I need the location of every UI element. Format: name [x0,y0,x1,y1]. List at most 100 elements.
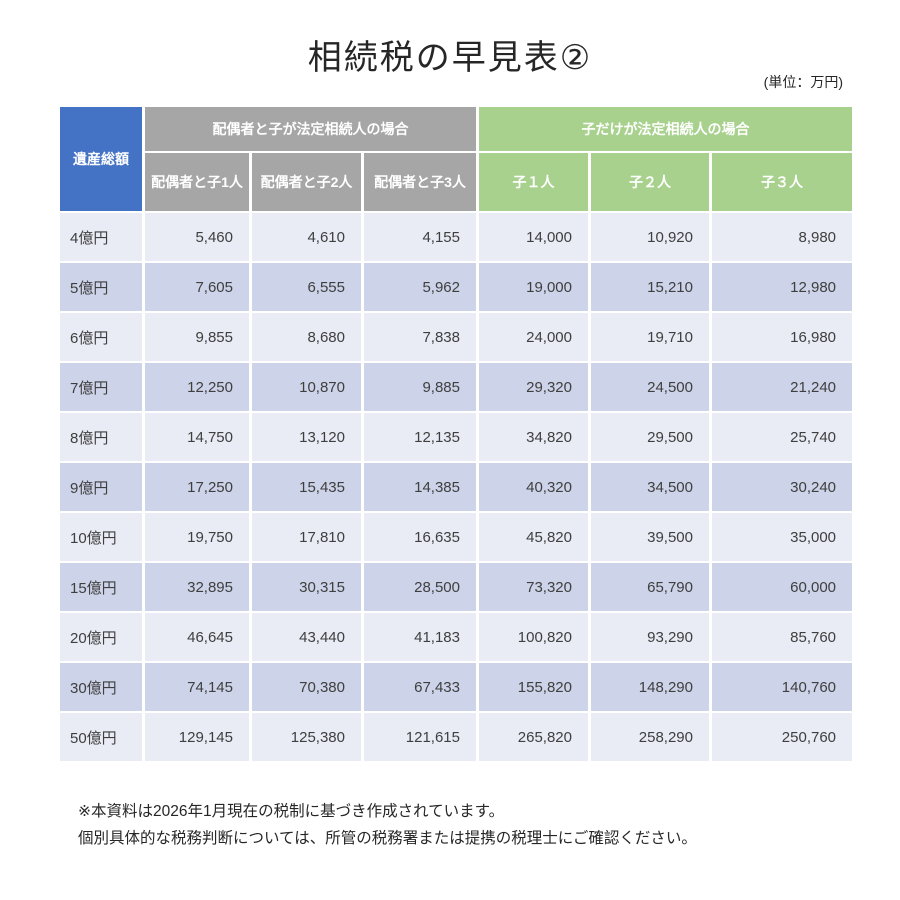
tax-amount-cell: 148,290 [591,663,709,711]
tax-amount-cell: 265,820 [479,713,588,761]
row-label-estate-total: 30億円 [60,663,142,711]
row-label-estate-total: 10億円 [60,513,142,561]
sub-header-spouse-2-children: 配偶者と子2人 [252,153,361,211]
footnotes: ※本資料は2026年1月現在の税制に基づき作成されています。 個別具体的な税務判… [78,798,697,852]
tax-amount-cell: 67,433 [364,663,476,711]
row-label-estate-total: 50億円 [60,713,142,761]
tax-amount-cell: 85,760 [712,613,853,661]
table-row: 20億円 46,645 43,440 41,183 100,820 93,290 85,76… [60,613,853,661]
sub-header-2-children: 子２人 [591,153,709,211]
tax-amount-cell: 12,980 [712,263,853,311]
tax-amount-cell: 28,500 [364,563,476,611]
footnote-line: ※本資料は2026年1月現在の税制に基づき作成されています。 [78,803,505,820]
tax-amount-cell: 4,610 [252,213,361,261]
tax-amount-cell: 19,000 [479,263,588,311]
tax-amount-cell: 6,555 [252,263,361,311]
inheritance-tax-table: 遺産総額 配偶者と子が法定相続人の場合 子だけが法定相続人の場合 配偶者と子1人… [57,105,855,763]
tax-amount-cell: 12,135 [364,413,476,461]
tax-amount-cell: 15,210 [591,263,709,311]
row-label-estate-total: 20億円 [60,613,142,661]
tax-amount-cell: 17,810 [252,513,361,561]
tax-amount-cell: 14,750 [145,413,249,461]
row-label-estate-total: 6億円 [60,313,142,361]
table-row: 8億円 14,750 13,120 12,135 34,820 29,500 25,740 [60,413,853,461]
tax-amount-cell: 125,380 [252,713,361,761]
tax-amount-cell: 34,820 [479,413,588,461]
table-row: 5億円 7,605 6,555 5,962 19,000 15,210 12,980 [60,263,853,311]
sub-header-spouse-3-children: 配偶者と子3人 [364,153,476,211]
page-title: 相続税の早見表② [307,39,593,77]
table-row: 30億円 74,145 70,380 67,433 155,820 148,290 140,… [60,663,853,711]
tax-amount-cell: 155,820 [479,663,588,711]
tax-amount-cell: 74,145 [145,663,249,711]
tax-amount-cell: 24,000 [479,313,588,361]
tax-amount-cell: 41,183 [364,613,476,661]
tax-amount-cell: 10,920 [591,213,709,261]
tax-amount-cell: 25,740 [712,413,853,461]
sub-header-3-children: 子３人 [712,153,853,211]
tax-amount-cell: 5,460 [145,213,249,261]
tax-amount-cell: 121,615 [364,713,476,761]
tax-amount-cell: 4,155 [364,213,476,261]
tax-amount-cell: 17,250 [145,463,249,511]
row-label-estate-total: 9億円 [60,463,142,511]
tax-amount-cell: 129,145 [145,713,249,761]
tax-amount-cell: 258,290 [591,713,709,761]
tax-amount-cell: 8,980 [712,213,853,261]
table-row: 15億円 32,895 30,315 28,500 73,320 65,790 60,000 [60,563,853,611]
tax-amount-cell: 14,385 [364,463,476,511]
tax-amount-cell: 250,760 [712,713,853,761]
tax-amount-cell: 5,962 [364,263,476,311]
table-row: 50億円 129,145 125,380 121,615 265,820 258,290 2… [60,713,853,761]
sub-header-1-child: 子１人 [479,153,588,211]
tax-amount-cell: 70,380 [252,663,361,711]
tax-amount-cell: 15,435 [252,463,361,511]
tax-amount-cell: 19,750 [145,513,249,561]
tax-amount-cell: 10,870 [252,363,361,411]
footnote-line: 個別具体的な税務判断については、所管の税務署または提携の税理士にご確認ください。 [78,830,697,848]
group-header-children-only: 子だけが法定相続人の場合 [479,107,853,151]
tax-amount-cell: 65,790 [591,563,709,611]
row-label-estate-total: 8億円 [60,413,142,461]
tax-amount-cell: 9,855 [145,313,249,361]
tax-amount-cell: 19,710 [591,313,709,361]
tax-amount-cell: 73,320 [479,563,588,611]
tax-amount-cell: 12,250 [145,363,249,411]
table-row: 4億円 5,460 4,610 4,155 14,000 10,920 8,980 [60,213,853,261]
tax-amount-cell: 93,290 [591,613,709,661]
tax-amount-cell: 35,000 [712,513,853,561]
tax-amount-cell: 30,315 [252,563,361,611]
tax-amount-cell: 60,000 [712,563,853,611]
tax-amount-cell: 16,980 [712,313,853,361]
table-row: 7億円 12,250 10,870 9,885 29,320 24,500 21,240 [60,363,853,411]
tax-amount-cell: 46,645 [145,613,249,661]
tax-amount-cell: 16,635 [364,513,476,561]
tax-amount-cell: 21,240 [712,363,853,411]
tax-amount-cell: 43,440 [252,613,361,661]
tax-amount-cell: 7,605 [145,263,249,311]
table-row: 6億円 9,855 8,680 7,838 24,000 19,710 16,980 [60,313,853,361]
row-label-estate-total: 5億円 [60,263,142,311]
table-row: 9億円 17,250 15,435 14,385 40,320 34,500 30,240 [60,463,853,511]
tax-amount-cell: 45,820 [479,513,588,561]
row-label-estate-total: 4億円 [60,213,142,261]
table-row: 10億円 19,750 17,810 16,635 45,820 39,500 35,000 [60,513,853,561]
unit-note: (単位：万円) [763,74,843,90]
tax-amount-cell: 9,885 [364,363,476,411]
group-header-spouse-and-children: 配偶者と子が法定相続人の場合 [145,107,476,151]
table-header: 遺産総額 配偶者と子が法定相続人の場合 子だけが法定相続人の場合 配偶者と子1人… [60,107,853,211]
table-body: 4億円 5,460 4,610 4,155 14,000 10,920 8,980 5億円 7,… [60,213,853,761]
row-label-estate-total: 15億円 [60,563,142,611]
tax-amount-cell: 24,500 [591,363,709,411]
tax-amount-cell: 7,838 [364,313,476,361]
tax-amount-cell: 29,500 [591,413,709,461]
tax-amount-cell: 34,500 [591,463,709,511]
tax-amount-cell: 30,240 [712,463,853,511]
tax-amount-cell: 100,820 [479,613,588,661]
tax-amount-cell: 40,320 [479,463,588,511]
tax-amount-cell: 14,000 [479,213,588,261]
sub-header-spouse-1-child: 配偶者と子1人 [145,153,249,211]
corner-header-estate-total: 遺産総額 [60,107,142,211]
tax-amount-cell: 13,120 [252,413,361,461]
row-label-estate-total: 7億円 [60,363,142,411]
